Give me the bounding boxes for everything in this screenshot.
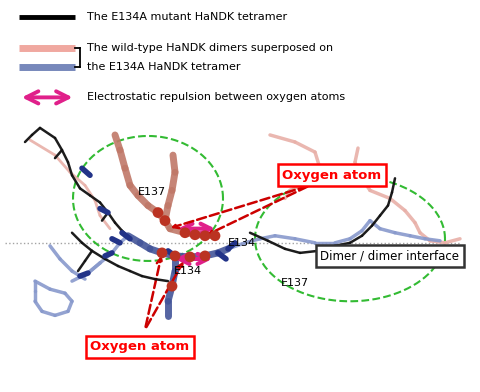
Text: The wild-type HaNDK dimers superposed on: The wild-type HaNDK dimers superposed on (87, 43, 333, 53)
Point (154, 209, 162, 216)
Text: E137: E137 (281, 278, 309, 288)
Text: Oxygen atom: Oxygen atom (90, 340, 190, 353)
Point (168, 283, 176, 289)
Text: E134: E134 (228, 238, 256, 248)
Point (211, 232, 219, 239)
Text: E134: E134 (174, 266, 202, 276)
Point (161, 218, 169, 224)
Point (186, 254, 194, 260)
Point (158, 250, 166, 256)
Point (201, 232, 209, 239)
Text: Electrostatic repulsion between oxygen atoms: Electrostatic repulsion between oxygen a… (87, 93, 345, 102)
Text: Oxygen atom: Oxygen atom (282, 169, 382, 182)
Text: E137: E137 (138, 187, 166, 198)
Point (201, 253, 209, 259)
Text: the E134A HaNDK tetramer: the E134A HaNDK tetramer (87, 62, 240, 72)
Point (181, 230, 189, 236)
Text: The E134A mutant HaNDK tetramer: The E134A mutant HaNDK tetramer (87, 11, 288, 22)
Text: Dimer / dimer interface: Dimer / dimer interface (321, 249, 459, 262)
Point (171, 253, 179, 259)
Point (191, 232, 199, 238)
